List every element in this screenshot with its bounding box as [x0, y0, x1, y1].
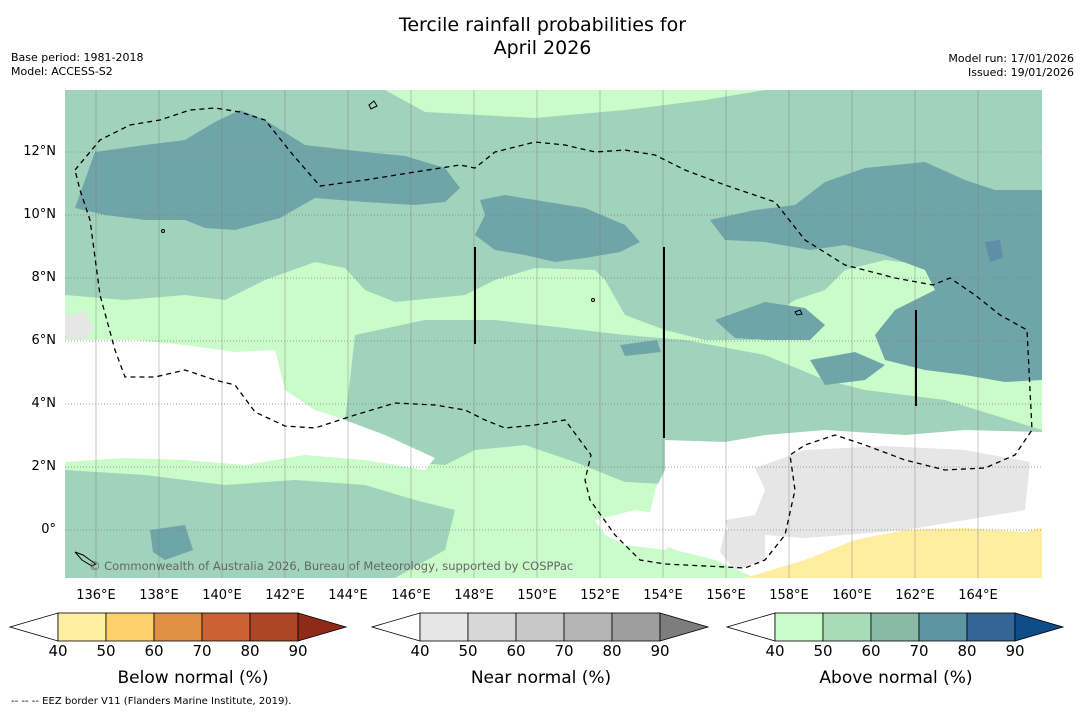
colorbar-tick-label: 80: [602, 642, 622, 660]
base-period: Base period: 1981-2018: [11, 51, 144, 64]
colorbar-segment: [515, 612, 565, 642]
lon-label-140e: 140°E: [202, 588, 242, 603]
region-above-70-spot: [620, 340, 661, 356]
model-name: Model: ACCESS-S2: [11, 65, 113, 78]
colorbar-tick-label: 40: [765, 642, 785, 660]
colorbar-segment: [870, 612, 920, 642]
colorbar-below-normal: [8, 612, 348, 642]
colorbar-tick-label: 50: [96, 642, 116, 660]
footer-note: -- -- -- EEZ border V11 (Flanders Marine…: [11, 696, 292, 707]
region-near-normal-west: [65, 312, 93, 340]
colorbar-tick-label: 80: [957, 642, 977, 660]
lon-label-146e: 146°E: [391, 588, 431, 603]
graticule: [65, 151, 1042, 531]
region-above-70-central: [475, 195, 640, 262]
colorbar-above-label: Above normal (%): [819, 668, 973, 688]
lat-label-12n: 12°N: [23, 144, 56, 159]
region-no-signal-west: [65, 340, 435, 470]
region-above-70-mid2: [810, 352, 885, 385]
lat-label-0: 0°: [41, 522, 56, 537]
region-no-signal-strip: [595, 510, 685, 550]
colorbar-segment: [419, 612, 469, 642]
lat-label-8n: 8°N: [31, 270, 57, 285]
region-near-normal-bottom: [720, 530, 765, 570]
region-above-80-spot: [985, 240, 1003, 262]
colorbar-below-label: Below normal (%): [117, 668, 269, 688]
colorbar-tick-label: 50: [813, 642, 833, 660]
chart-title: Tercile rainfall probabilities for April…: [0, 14, 1085, 60]
reference-lines: [474, 247, 917, 438]
colorbar-tick-label: 60: [506, 642, 526, 660]
colorbar-segment: [563, 612, 613, 642]
colorbar-cap-low: [8, 612, 59, 642]
colorbar-above-normal: [725, 612, 1065, 642]
lat-label-2n: 2°N: [31, 459, 57, 474]
lon-label-150e: 150°E: [517, 588, 557, 603]
colorbar-segment: [201, 612, 251, 642]
lon-label-144e: 144°E: [328, 588, 368, 603]
colorbar-near-label: Near normal (%): [470, 668, 612, 688]
colorbar-cap-low: [725, 612, 776, 642]
colorbar-segment: [105, 612, 155, 642]
lon-label-138e: 138°E: [139, 588, 179, 603]
lat-label-10n: 10°N: [23, 207, 56, 222]
colorbar-segment: [153, 612, 203, 642]
colorbar-tick-label: 60: [144, 642, 164, 660]
lon-label-158e: 158°E: [769, 588, 809, 603]
colorbar-near-normal: [370, 612, 710, 642]
model-run: Model run: 17/01/2026: [948, 52, 1074, 65]
lon-label-164e: 164°E: [958, 588, 998, 603]
meta-right: Model run: 17/01/2026 Issued: 19/01/2026: [948, 52, 1074, 80]
lon-label-162e: 162°E: [895, 588, 935, 603]
colorbar-segment: [774, 612, 824, 642]
region-above-70-ne: [710, 162, 1042, 382]
lon-label-160e: 160°E: [832, 588, 872, 603]
colorbar-segment: [918, 612, 968, 642]
colorbar-segment: [822, 612, 872, 642]
colorbar-tick-label: 40: [410, 642, 430, 660]
lat-label-4n: 4°N: [31, 396, 57, 411]
colorbar-tick-label: 80: [240, 642, 260, 660]
probability-map: © Commonwealth of Australia 2026, Bureau…: [65, 90, 1042, 578]
colorbar-cap-low: [370, 612, 421, 642]
issued-date: Issued: 19/01/2026: [967, 66, 1074, 79]
colorbar-tick-label: 40: [48, 642, 68, 660]
lon-label-136e: 136°E: [76, 588, 116, 603]
colorbar-tick-label: 90: [650, 642, 670, 660]
colorbar-tick-label: 90: [288, 642, 308, 660]
colorbar-cap-high: [297, 612, 348, 642]
lon-label-152e: 152°E: [580, 588, 620, 603]
colorbar-segment: [611, 612, 661, 642]
region-below-normal-se: [745, 528, 1042, 578]
colorbar-segment: [57, 612, 107, 642]
lon-label-156e: 156°E: [706, 588, 746, 603]
region-above-70-south: [150, 525, 193, 560]
lon-label-154e: 154°E: [643, 588, 683, 603]
colorbar-tick-label: 70: [554, 642, 574, 660]
colorbars: [8, 612, 1065, 642]
lat-label-6n: 6°N: [31, 333, 57, 348]
colorbar-tick-label: 70: [192, 642, 212, 660]
copyright-text: © Commonwealth of Australia 2026, Bureau…: [89, 559, 573, 573]
eez-border: [74, 107, 1033, 569]
colorbar-tick-label: 70: [909, 642, 929, 660]
colorbar-tick-label: 60: [861, 642, 881, 660]
meta-left: Base period: 1981-2018 Model: ACCESS-S2: [11, 51, 143, 79]
lon-label-148e: 148°E: [454, 588, 494, 603]
colorbar-tick-label: 50: [458, 642, 478, 660]
colorbar-cap-high: [1014, 612, 1065, 642]
colorbar-segment: [966, 612, 1016, 642]
colorbar-cap-high: [659, 612, 710, 642]
islands: [74, 100, 803, 567]
colorbar-segment: [467, 612, 517, 642]
colorbar-segment: [249, 612, 299, 642]
title-line-1: Tercile rainfall probabilities for: [398, 14, 687, 36]
lon-label-142e: 142°E: [265, 588, 305, 603]
title-line-2: April 2026: [493, 37, 592, 59]
colorbar-tick-label: 90: [1005, 642, 1025, 660]
region-above-70-nw: [75, 110, 460, 230]
